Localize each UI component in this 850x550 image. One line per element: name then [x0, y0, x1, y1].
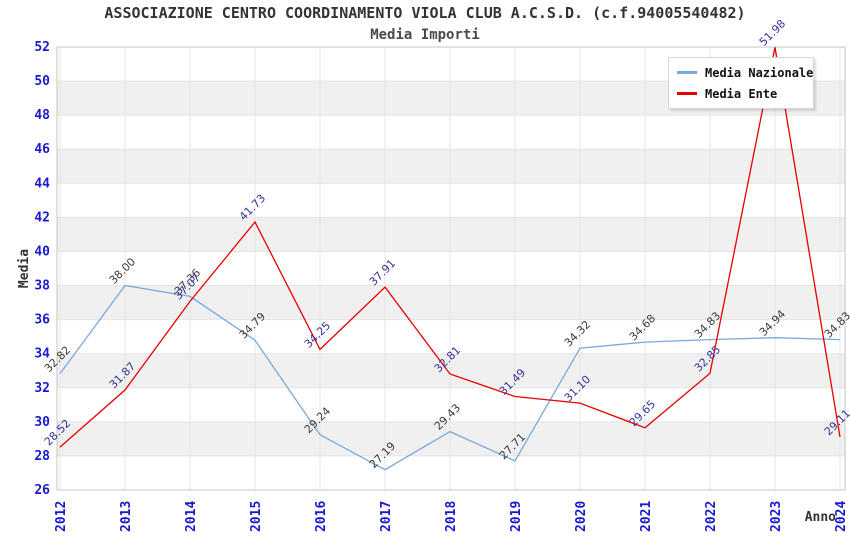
- grid-stripe: [57, 251, 845, 286]
- y-tick-label: 26: [34, 483, 50, 498]
- x-tick-label: 2012: [54, 501, 69, 532]
- legend: Media Nazionale Media Ente: [668, 57, 814, 109]
- y-tick-label: 40: [34, 244, 50, 259]
- grid-stripe: [57, 217, 845, 252]
- legend-swatch-icon: [677, 92, 697, 95]
- y-tick-label: 34: [34, 347, 50, 362]
- grid-stripe: [57, 353, 845, 388]
- y-tick-label: 46: [34, 142, 50, 157]
- legend-item-media-ente: Media Ente: [677, 83, 805, 104]
- grid-stripe: [57, 115, 845, 150]
- y-tick-label: 48: [34, 108, 50, 123]
- x-tick-label: 2019: [509, 501, 524, 532]
- x-tick-label: 2016: [314, 501, 329, 532]
- legend-swatch-icon: [677, 71, 697, 74]
- x-axis-title: Anno: [805, 510, 836, 525]
- y-tick-label: 36: [34, 313, 50, 328]
- legend-item-media-nazionale: Media Nazionale: [677, 62, 813, 83]
- series-line-media-ente: [59, 47, 841, 448]
- y-axis-title: Media: [17, 249, 32, 288]
- y-tick-label: 50: [34, 74, 50, 89]
- x-tick-label: 2022: [704, 501, 719, 532]
- legend-label: Media Ente: [705, 86, 778, 101]
- grid-stripe: [57, 183, 845, 218]
- x-tick-label: 2024: [834, 501, 849, 532]
- grid-stripe: [57, 319, 845, 354]
- chart-subtitle: Media Importi: [370, 27, 480, 43]
- y-tick-label: 30: [34, 415, 50, 430]
- y-tick-label: 32: [34, 381, 50, 396]
- grid-stripe: [57, 149, 845, 184]
- x-tick-label: 2021: [639, 501, 654, 532]
- grid-stripe: [57, 387, 845, 422]
- data-label: 51.98: [757, 17, 788, 48]
- x-tick-label: 2017: [379, 501, 394, 532]
- x-tick-label: 2013: [119, 501, 134, 532]
- x-tick-label: 2015: [249, 501, 264, 532]
- y-tick-label: 42: [34, 210, 50, 225]
- series-line-media-nazionale: [59, 284, 841, 471]
- y-tick-label: 44: [34, 176, 50, 191]
- plot-border: [56, 46, 846, 491]
- grid-stripe: [57, 421, 845, 456]
- x-tick-label: 2023: [769, 501, 784, 532]
- grid-stripe: [57, 455, 845, 490]
- y-tick-label: 38: [34, 279, 50, 294]
- legend-label: Media Nazionale: [705, 65, 814, 80]
- chart-title: ASSOCIAZIONE CENTRO COORDINAMENTO VIOLA …: [104, 4, 746, 22]
- y-tick-label: 52: [34, 40, 50, 55]
- x-tick-label: 2018: [444, 501, 459, 532]
- x-tick-label: 2020: [574, 501, 589, 532]
- x-tick-label: 2014: [184, 501, 199, 532]
- y-tick-label: 28: [34, 449, 50, 464]
